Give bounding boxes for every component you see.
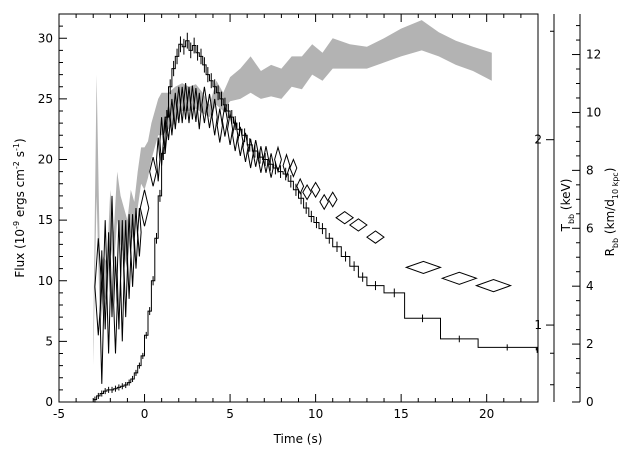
temperature-diamond bbox=[216, 108, 223, 143]
radius-band bbox=[93, 20, 492, 366]
temperature-diamond bbox=[404, 260, 442, 275]
temperature-diamond bbox=[310, 181, 321, 199]
y-tick-label: 20 bbox=[38, 153, 53, 167]
radius-band-layer bbox=[93, 20, 492, 366]
flux-histogram-layer bbox=[93, 32, 539, 403]
temperature-diamond bbox=[159, 117, 164, 166]
temperature-tick-label: 2 bbox=[534, 133, 542, 147]
y-tick-label: 5 bbox=[45, 334, 53, 348]
x-tick-label: 0 bbox=[141, 407, 149, 421]
radius-axis-label: Rbb (km/d10 kpc) bbox=[603, 168, 620, 257]
temperature-diamond bbox=[335, 210, 355, 225]
y-tick-label: 0 bbox=[45, 395, 53, 409]
temperature-diamond bbox=[327, 191, 338, 208]
y-tick-label: 15 bbox=[38, 213, 53, 227]
temperature-diamond bbox=[289, 158, 298, 178]
temperature-diamond bbox=[247, 138, 254, 169]
temperature-diamond bbox=[169, 98, 175, 136]
y-tick-label: 25 bbox=[38, 92, 53, 106]
temperature-diamond bbox=[197, 92, 202, 130]
temperature-diamond bbox=[366, 230, 385, 244]
temperature-diamond bbox=[155, 137, 161, 182]
temperature-diamond bbox=[130, 214, 135, 287]
temperature-diamond bbox=[232, 119, 239, 152]
temperature-diamond bbox=[296, 177, 305, 195]
y-tick-label: 10 bbox=[38, 274, 53, 288]
radius-tick-label: 0 bbox=[586, 395, 594, 409]
temperature-diamond bbox=[137, 207, 142, 257]
x-tick-label: 10 bbox=[308, 407, 323, 421]
temperature-diamond bbox=[201, 86, 208, 124]
temperature-diamond bbox=[139, 189, 150, 227]
temperature-diamond bbox=[99, 250, 105, 384]
x-tick-label: -5 bbox=[53, 407, 65, 421]
temperature-diamond bbox=[226, 113, 234, 145]
temperature-diamond bbox=[319, 193, 329, 211]
radius-tick-label: 8 bbox=[586, 163, 594, 177]
flux-histogram-line bbox=[93, 40, 539, 401]
temperature-diamond bbox=[440, 271, 478, 285]
temperature-tick-label: 1 bbox=[534, 318, 542, 332]
temperature-diamond bbox=[162, 117, 168, 154]
temperature-diamond bbox=[348, 218, 368, 232]
temperature-diamond bbox=[113, 256, 118, 354]
radius-tick-label: 6 bbox=[586, 221, 594, 235]
temperature-diamond bbox=[268, 153, 275, 178]
temperature-diamond bbox=[211, 98, 218, 136]
temperature-diamond bbox=[149, 156, 158, 187]
temperature-diamond-layer bbox=[94, 83, 513, 384]
temperature-axis-label: Tbb (keV) bbox=[559, 179, 576, 233]
x-tick-label: 15 bbox=[394, 407, 409, 421]
temperature-diamond bbox=[173, 92, 178, 130]
radius-tick-label: 10 bbox=[586, 105, 601, 119]
temperature-diamond bbox=[474, 278, 513, 293]
temperature-diamond bbox=[193, 87, 199, 122]
radius-tick-label: 2 bbox=[586, 337, 594, 351]
x-tick-label: 20 bbox=[479, 407, 494, 421]
temperature-diamond bbox=[106, 232, 111, 354]
temperature-diamond bbox=[166, 106, 171, 141]
temperature-diamond bbox=[109, 195, 115, 318]
temperature-diamond bbox=[262, 146, 270, 173]
temperature-diamond bbox=[282, 153, 291, 179]
x-tick-label: 5 bbox=[226, 407, 234, 421]
radius-tick-label: 4 bbox=[586, 279, 594, 293]
y-axis-label-flux: Flux (10-9 ergs cm-2 s-1) bbox=[12, 138, 27, 277]
temperature-diamond bbox=[206, 93, 213, 129]
radius-tick-label: 12 bbox=[586, 48, 601, 62]
temperature-diamond bbox=[302, 184, 312, 201]
temperature-diamond bbox=[221, 104, 229, 137]
y-tick-label: 30 bbox=[38, 31, 53, 45]
temperature-diamond bbox=[102, 220, 108, 330]
x-axis-label: Time (s) bbox=[273, 432, 323, 446]
temperature-diamond bbox=[94, 238, 103, 336]
